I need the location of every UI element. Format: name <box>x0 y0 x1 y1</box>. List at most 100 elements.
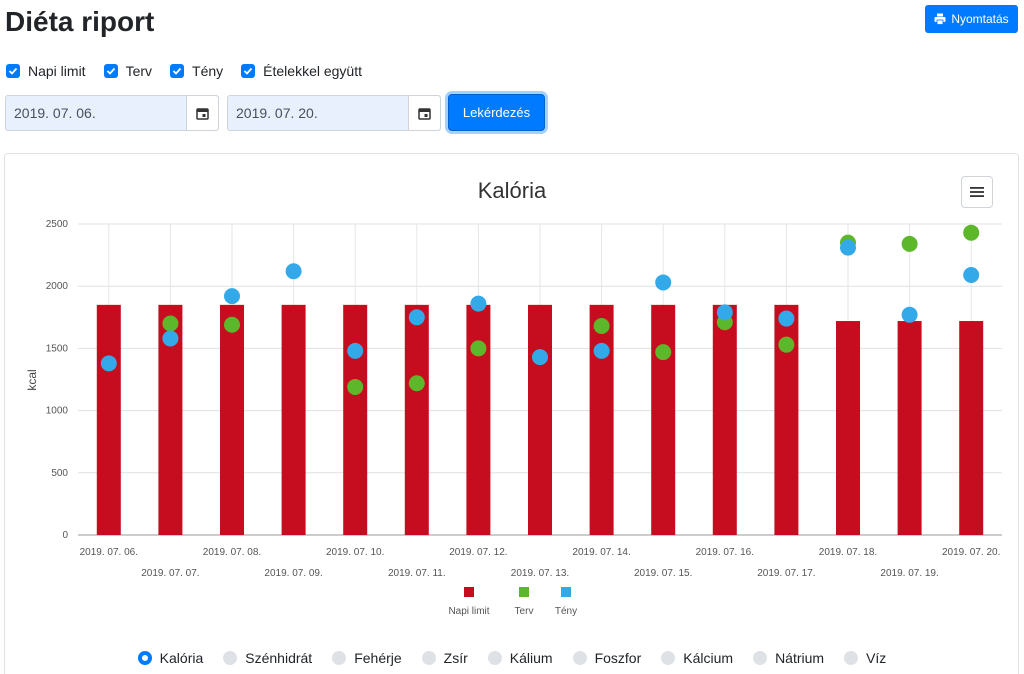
point-tny <box>716 304 733 321</box>
radio-label: Kálium <box>509 650 553 666</box>
date-from-input[interactable]: 2019. 07. 06. <box>5 95 219 131</box>
point-tny <box>778 310 795 327</box>
point-tny <box>224 288 240 305</box>
radio-option[interactable]: Zsír <box>421 650 468 666</box>
checkbox-checked-icon[interactable] <box>170 64 185 78</box>
chart-menu-button[interactable] <box>961 176 993 208</box>
date-from-value[interactable]: 2019. 07. 06. <box>14 105 96 121</box>
radio-option[interactable]: Víz <box>844 650 886 666</box>
point-tny <box>532 349 548 366</box>
point-tny <box>901 306 918 323</box>
x-tick-label: 2019. 07. 19. <box>880 568 938 579</box>
checkbox-napi-limit[interactable]: Napi limit <box>6 63 86 79</box>
point-tny <box>655 274 672 291</box>
radio-unselected-icon[interactable] <box>661 651 676 665</box>
legend-swatch <box>561 587 571 597</box>
printer-icon <box>934 13 946 25</box>
checkbox-checked-icon[interactable] <box>6 64 20 78</box>
y-tick-label: 0 <box>62 530 68 541</box>
bar-napi-limit <box>528 304 552 535</box>
checkbox-checked-icon[interactable] <box>241 64 256 78</box>
y-tick-label: 1000 <box>46 406 69 417</box>
date-to-input[interactable]: 2019. 07. 20. <box>227 95 441 131</box>
y-tick-label: 500 <box>51 468 68 479</box>
radio-unselected-icon[interactable] <box>332 651 347 665</box>
radio-selected-icon[interactable] <box>137 651 152 665</box>
point-terv <box>162 315 179 332</box>
radio-unselected-icon[interactable] <box>572 651 587 665</box>
legend-label: Terv <box>515 606 534 617</box>
radio-unselected-icon[interactable] <box>421 651 436 665</box>
point-terv <box>224 316 240 333</box>
date-to-value[interactable]: 2019. 07. 20. <box>236 105 318 121</box>
radio-option[interactable]: Fehérje <box>332 650 402 666</box>
point-tny <box>470 295 487 312</box>
point-terv <box>408 375 425 392</box>
radio-option[interactable]: Kálium <box>487 650 553 666</box>
x-tick-label: 2019. 07. 10. <box>326 547 384 558</box>
radio-label: Szénhidrát <box>245 650 313 666</box>
radio-unselected-icon[interactable] <box>753 651 768 665</box>
y-axis-label: kcal <box>25 369 39 390</box>
point-terv <box>470 340 487 357</box>
x-tick-label: 2019. 07. 17. <box>757 568 815 579</box>
radio-unselected-icon[interactable] <box>223 651 238 665</box>
calendar-icon[interactable] <box>408 96 440 130</box>
bar-napi-limit <box>651 304 676 535</box>
bar-napi-limit <box>959 321 984 535</box>
radio-option[interactable]: Kalória <box>137 650 204 666</box>
bar-napi-limit <box>343 304 368 535</box>
print-button-label: Nyomtatás <box>951 12 1009 26</box>
radio-label: Foszfor <box>594 650 642 666</box>
radio-label: Kálcium <box>683 650 734 666</box>
checkbox-label: Napi limit <box>28 63 86 79</box>
point-terv <box>347 378 364 395</box>
checkbox-label: Tény <box>192 63 224 79</box>
print-button[interactable]: Nyomtatás <box>925 5 1018 33</box>
legend-swatch <box>519 587 529 597</box>
x-tick-label: 2019. 07. 09. <box>264 568 322 579</box>
chart-title: Kalória <box>478 178 547 203</box>
x-tick-label: 2019. 07. 18. <box>819 547 877 558</box>
x-tick-label: 2019. 07. 16. <box>696 547 754 558</box>
checkbox-checked-icon[interactable] <box>103 64 118 78</box>
y-tick-label: 1500 <box>46 343 69 354</box>
checkbox-etelekkel-egyutt[interactable]: Ételekkel együtt <box>241 63 362 79</box>
radio-option[interactable]: Szénhidrát <box>223 650 312 666</box>
radio-label: Nátrium <box>775 650 825 666</box>
bar-napi-limit <box>220 304 244 535</box>
radio-unselected-icon[interactable] <box>487 651 502 665</box>
checkbox-label: Ételekkel együtt <box>263 63 362 79</box>
filter-checkboxes: Napi limit Terv Tény Ételekkel együtt <box>6 61 380 81</box>
radio-label: Fehérje <box>354 650 402 666</box>
point-terv <box>963 224 980 241</box>
radio-label: Kalória <box>159 650 204 666</box>
point-tny <box>593 342 610 359</box>
radio-unselected-icon[interactable] <box>844 651 859 665</box>
x-tick-label: 2019. 07. 15. <box>634 568 692 579</box>
radio-option[interactable]: Kálcium <box>661 650 733 666</box>
x-tick-label: 2019. 07. 13. <box>511 568 569 579</box>
point-tny <box>963 267 980 284</box>
radio-option[interactable]: Nátrium <box>753 650 824 666</box>
y-tick-label: 2000 <box>46 281 69 292</box>
query-button[interactable]: Lekérdezés <box>448 94 545 131</box>
point-terv <box>655 344 672 361</box>
x-tick-label: 2019. 07. 06. <box>80 547 138 558</box>
bar-napi-limit <box>836 321 860 535</box>
bar-napi-limit <box>712 304 737 535</box>
bar-napi-limit <box>466 304 491 535</box>
legend-label: Tény <box>555 606 577 617</box>
calendar-icon[interactable] <box>186 96 218 130</box>
checkbox-teny[interactable]: Tény <box>170 63 223 79</box>
point-tny <box>162 330 179 347</box>
point-terv <box>778 336 795 353</box>
hamburger-icon <box>970 187 984 197</box>
point-terv <box>901 235 918 252</box>
checkbox-terv[interactable]: Terv <box>103 63 152 79</box>
radio-label: Zsír <box>443 650 468 666</box>
x-tick-label: 2019. 07. 08. <box>203 547 261 558</box>
radio-option[interactable]: Foszfor <box>572 650 642 666</box>
calorie-chart: Kalória 0 500 1000 1500 2000 2500 kcal 2019. 07.… <box>25 178 1002 617</box>
point-terv <box>593 318 610 335</box>
